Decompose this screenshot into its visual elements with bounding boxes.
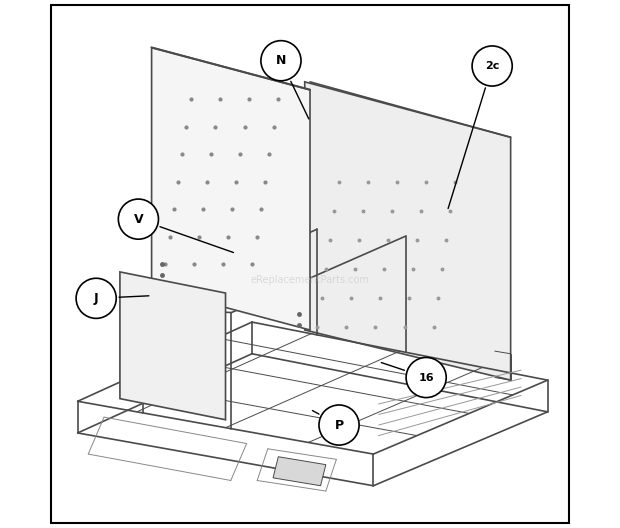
Circle shape — [76, 278, 116, 318]
Text: J: J — [94, 292, 99, 305]
Polygon shape — [273, 457, 326, 486]
Circle shape — [319, 405, 359, 445]
Text: 16: 16 — [418, 373, 434, 382]
Text: P: P — [334, 419, 343, 431]
Circle shape — [261, 41, 301, 81]
Text: N: N — [276, 54, 286, 67]
Text: V: V — [133, 213, 143, 225]
Polygon shape — [304, 82, 511, 380]
Circle shape — [118, 199, 159, 239]
Polygon shape — [152, 48, 310, 330]
Polygon shape — [120, 272, 226, 420]
Circle shape — [472, 46, 512, 86]
Circle shape — [406, 357, 446, 398]
Text: eReplacementParts.com: eReplacementParts.com — [250, 275, 370, 285]
Text: 2c: 2c — [485, 61, 499, 71]
